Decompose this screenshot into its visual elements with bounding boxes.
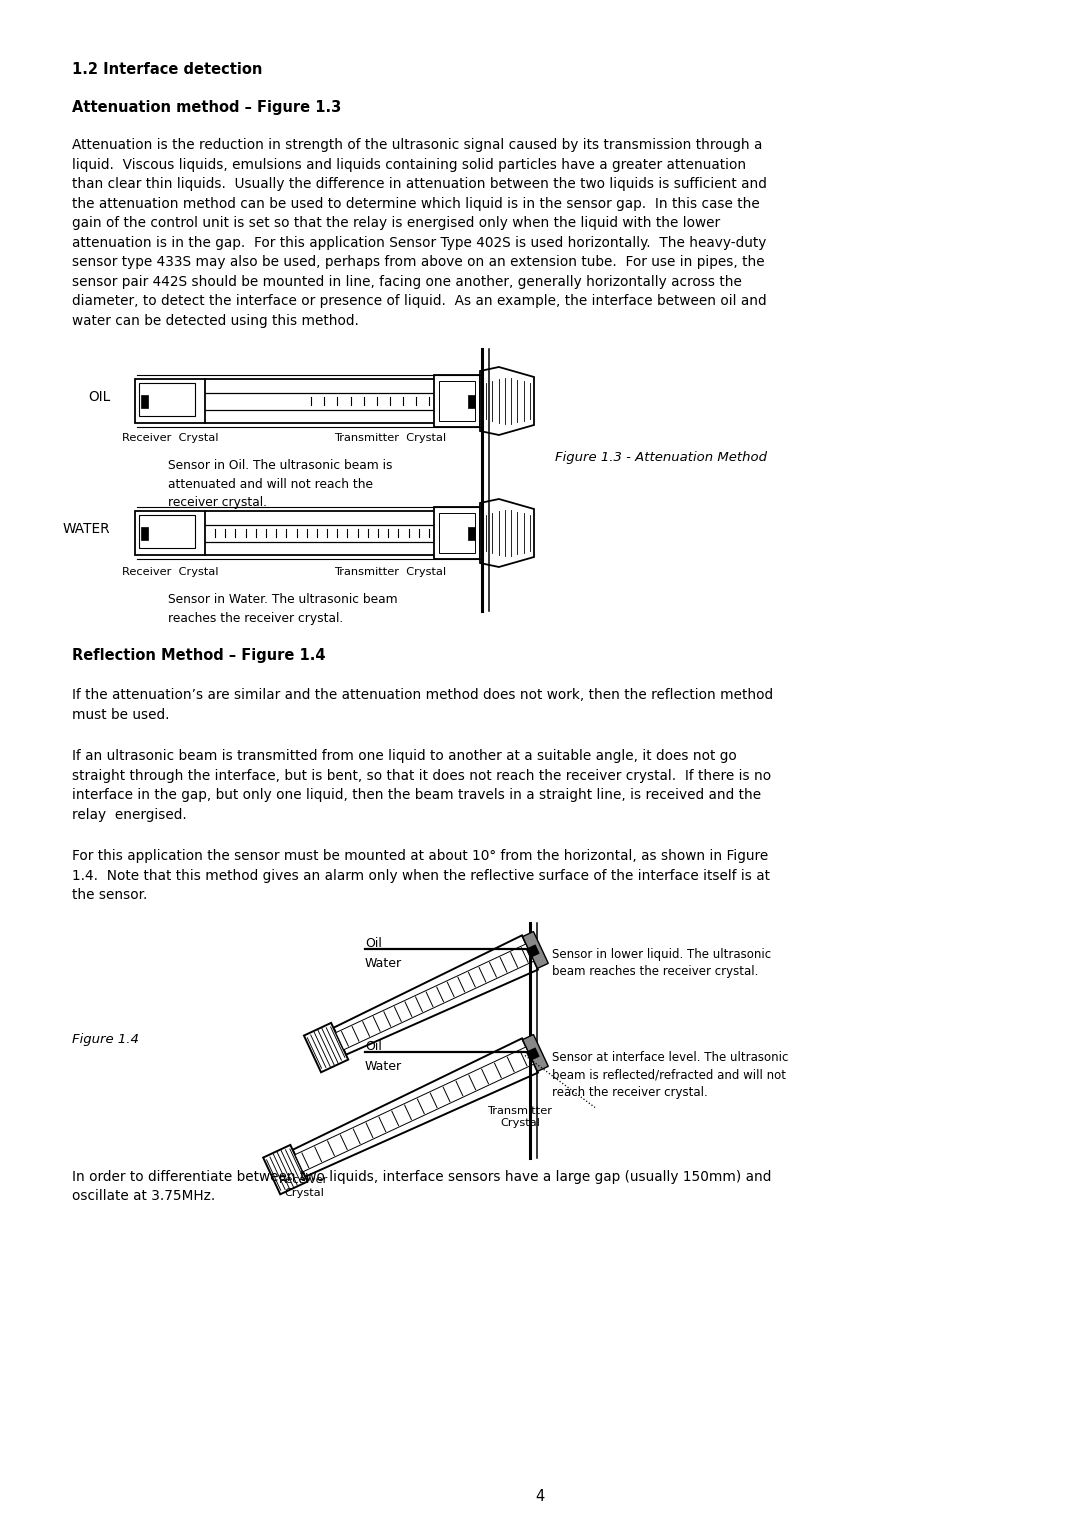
Polygon shape (526, 1048, 539, 1060)
Text: Receiver
Crystal: Receiver Crystal (280, 1175, 328, 1198)
Text: WATER: WATER (63, 522, 110, 536)
Text: reaches the receiver crystal.: reaches the receiver crystal. (168, 611, 343, 625)
Bar (141, 527, 148, 539)
Text: Sensor at interface level. The ultrasonic
beam is reflected/refracted and will n: Sensor at interface level. The ultrasoni… (552, 1051, 788, 1098)
Text: If the attenuation’s are similar and the attenuation method does not work, then : If the attenuation’s are similar and the… (72, 688, 773, 702)
Polygon shape (523, 931, 549, 968)
Text: must be used.: must be used. (72, 708, 170, 722)
Text: oscillate at 3.75MHz.: oscillate at 3.75MHz. (72, 1189, 215, 1203)
Bar (139, 383, 195, 417)
Bar (468, 395, 475, 408)
Text: Sensor in Water. The ultrasonic beam: Sensor in Water. The ultrasonic beam (168, 593, 397, 607)
Text: attenuated and will not reach the: attenuated and will not reach the (168, 478, 373, 490)
Text: 4: 4 (536, 1489, 544, 1504)
Polygon shape (480, 499, 534, 567)
Polygon shape (264, 1144, 308, 1195)
Text: relay  energised.: relay energised. (72, 807, 187, 821)
Text: gain of the control unit is set so that the relay is energised only when the liq: gain of the control unit is set so that … (72, 216, 720, 230)
Text: Sensor in Oil. The ultrasonic beam is: Sensor in Oil. The ultrasonic beam is (168, 460, 392, 472)
Text: interface in the gap, but only one liquid, then the beam travels in a straight l: interface in the gap, but only one liqui… (72, 787, 761, 801)
Polygon shape (480, 368, 534, 435)
Polygon shape (523, 1034, 549, 1071)
Text: diameter, to detect the interface or presence of liquid.  As an example, the int: diameter, to detect the interface or pre… (72, 294, 767, 308)
Text: Figure 1.4: Figure 1.4 (72, 1033, 139, 1045)
Text: Attenuation is the reduction in strength of the ultrasonic signal caused by its : Attenuation is the reduction in strength… (72, 138, 762, 152)
Bar (434, 375, 480, 427)
Text: Water: Water (365, 956, 402, 970)
Text: Transmitter  Crystal: Transmitter Crystal (334, 434, 446, 443)
Text: the attenuation method can be used to determine which liquid is in the sensor ga: the attenuation method can be used to de… (72, 196, 759, 210)
Text: Receiver  Crystal: Receiver Crystal (122, 434, 218, 443)
Text: receiver crystal.: receiver crystal. (168, 496, 267, 509)
Bar (434, 507, 480, 559)
Text: than clear thin liquids.  Usually the difference in attenuation between the two : than clear thin liquids. Usually the dif… (72, 178, 767, 192)
Bar (438, 381, 475, 421)
Text: Transmitter  Crystal: Transmitter Crystal (334, 567, 446, 578)
Text: For this application the sensor must be mounted at about 10° from the horizontal: For this application the sensor must be … (72, 849, 768, 863)
Text: the sensor.: the sensor. (72, 889, 147, 902)
Text: attenuation is in the gap.  For this application Sensor Type 402S is used horizo: attenuation is in the gap. For this appl… (72, 236, 767, 250)
Text: Sensor in lower liquid. The ultrasonic
beam reaches the receiver crystal.: Sensor in lower liquid. The ultrasonic b… (552, 947, 771, 977)
Text: water can be detected using this method.: water can be detected using this method. (72, 314, 359, 328)
Bar (135, 512, 205, 555)
Bar (438, 513, 475, 553)
Text: straight through the interface, but is bent, so that it does not reach the recei: straight through the interface, but is b… (72, 769, 771, 783)
Polygon shape (293, 1039, 538, 1177)
Text: 1.2 Interface detection: 1.2 Interface detection (72, 61, 262, 77)
Text: Reflection Method – Figure 1.4: Reflection Method – Figure 1.4 (72, 648, 325, 663)
Text: In order to differentiate between two liquids, interface sensors have a large ga: In order to differentiate between two li… (72, 1169, 771, 1184)
Polygon shape (336, 944, 534, 1049)
Text: Attenuation method – Figure 1.3: Attenuation method – Figure 1.3 (72, 100, 341, 115)
Text: Oil: Oil (365, 1040, 382, 1052)
Text: Oil: Oil (365, 936, 382, 950)
Text: liquid.  Viscous liquids, emulsions and liquids containing solid particles have : liquid. Viscous liquids, emulsions and l… (72, 158, 746, 172)
Text: Receiver  Crystal: Receiver Crystal (122, 567, 218, 578)
Text: sensor type 433S may also be used, perhaps from above on an extension tube.  For: sensor type 433S may also be used, perha… (72, 254, 765, 270)
Text: OIL: OIL (87, 391, 110, 404)
Text: Water: Water (365, 1060, 402, 1072)
Bar (135, 378, 205, 423)
Text: 1.4.  Note that this method gives an alarm only when the reflective surface of t: 1.4. Note that this method gives an alar… (72, 869, 770, 882)
Polygon shape (526, 945, 539, 958)
Text: Transmitter
Crystal: Transmitter Crystal (487, 1106, 553, 1128)
Text: If an ultrasonic beam is transmitted from one liquid to another at a suitable an: If an ultrasonic beam is transmitted fro… (72, 749, 737, 763)
Bar (141, 395, 148, 408)
Polygon shape (334, 936, 538, 1054)
Polygon shape (295, 1046, 534, 1172)
Bar (468, 527, 475, 539)
Text: Figure 1.3 - Attenuation Method: Figure 1.3 - Attenuation Method (555, 450, 767, 464)
Polygon shape (303, 1023, 348, 1072)
Bar (139, 515, 195, 548)
Text: sensor pair 442S should be mounted in line, facing one another, generally horizo: sensor pair 442S should be mounted in li… (72, 274, 742, 288)
